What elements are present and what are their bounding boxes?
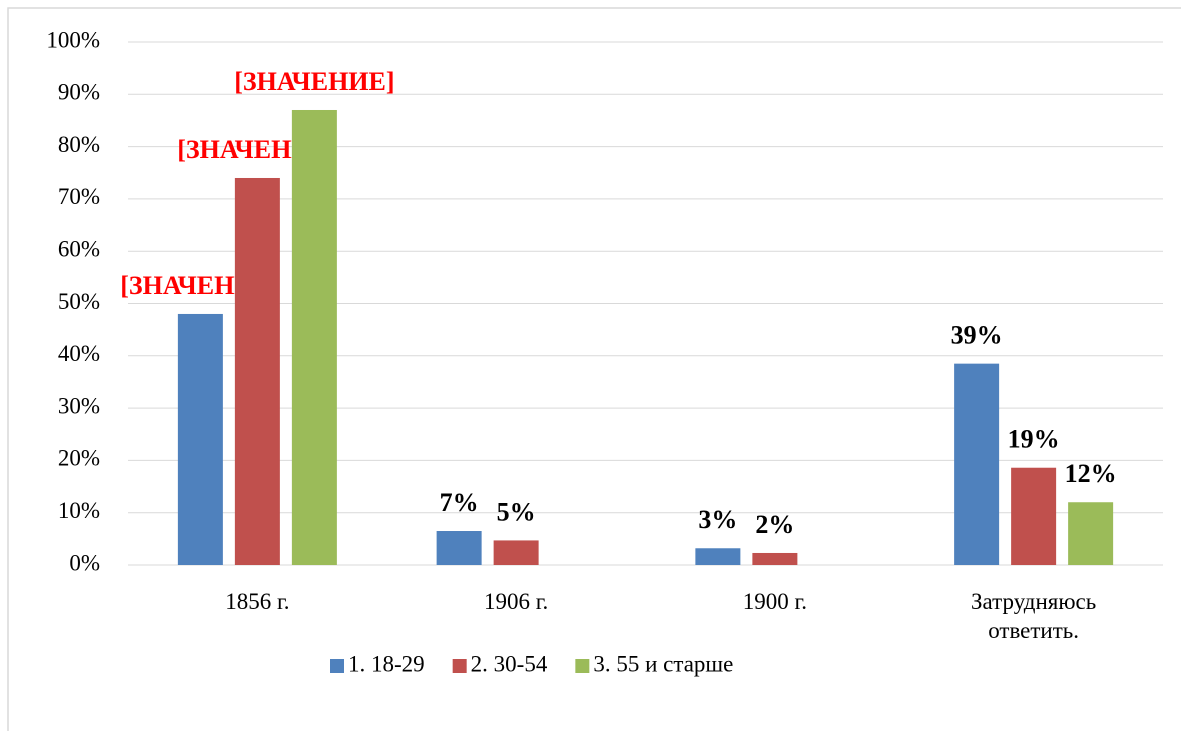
- data-label: 3%: [698, 505, 737, 534]
- legend-swatch: [575, 659, 590, 673]
- data-label: [ЗНАЧЕНИЕ]: [234, 67, 394, 96]
- x-tick-label: 1906 г.: [483, 589, 549, 614]
- x-tick-label: 1900 г.: [742, 589, 808, 614]
- y-tick-label: 20%: [58, 446, 100, 471]
- chart-frame: [7, 7, 1181, 731]
- legend-label: 1. 18-29: [348, 651, 425, 676]
- bar: [177, 313, 223, 565]
- bar: [1011, 467, 1057, 565]
- data-label: 7%: [440, 488, 479, 517]
- y-tick-label: 50%: [58, 289, 100, 314]
- data-label: 12%: [1065, 459, 1117, 488]
- data-label: 5%: [497, 497, 536, 526]
- bar: [1068, 502, 1114, 565]
- legend-label: 2. 30-54: [471, 651, 548, 676]
- x-tick-label: 1856 г.: [225, 589, 290, 614]
- bar: [291, 109, 337, 566]
- legend-swatch: [330, 659, 344, 673]
- y-tick-label: 60%: [58, 236, 100, 261]
- x-tick-label: Затрудняюсь ответить.: [971, 589, 1097, 643]
- data-label: 2%: [755, 510, 794, 539]
- y-tick-label: 0%: [69, 550, 100, 575]
- legend-swatch: [452, 659, 467, 673]
- y-tick-label: 90%: [58, 80, 100, 105]
- data-label: 39%: [951, 321, 1003, 350]
- legend-label: 3. 55 и старше: [593, 651, 733, 676]
- y-tick-label: 70%: [58, 184, 100, 209]
- bar: [695, 548, 741, 565]
- data-label: 19%: [1008, 425, 1060, 454]
- bar: [752, 552, 798, 565]
- bar: [234, 177, 280, 566]
- bar: [493, 540, 539, 565]
- y-tick-label: 80%: [58, 132, 100, 157]
- y-tick-label: 10%: [58, 498, 100, 523]
- y-tick-label: 30%: [58, 393, 100, 418]
- bar: [954, 363, 1000, 565]
- y-tick-label: 40%: [58, 341, 100, 366]
- bar: [436, 531, 482, 565]
- y-tick-label: 100%: [46, 27, 100, 52]
